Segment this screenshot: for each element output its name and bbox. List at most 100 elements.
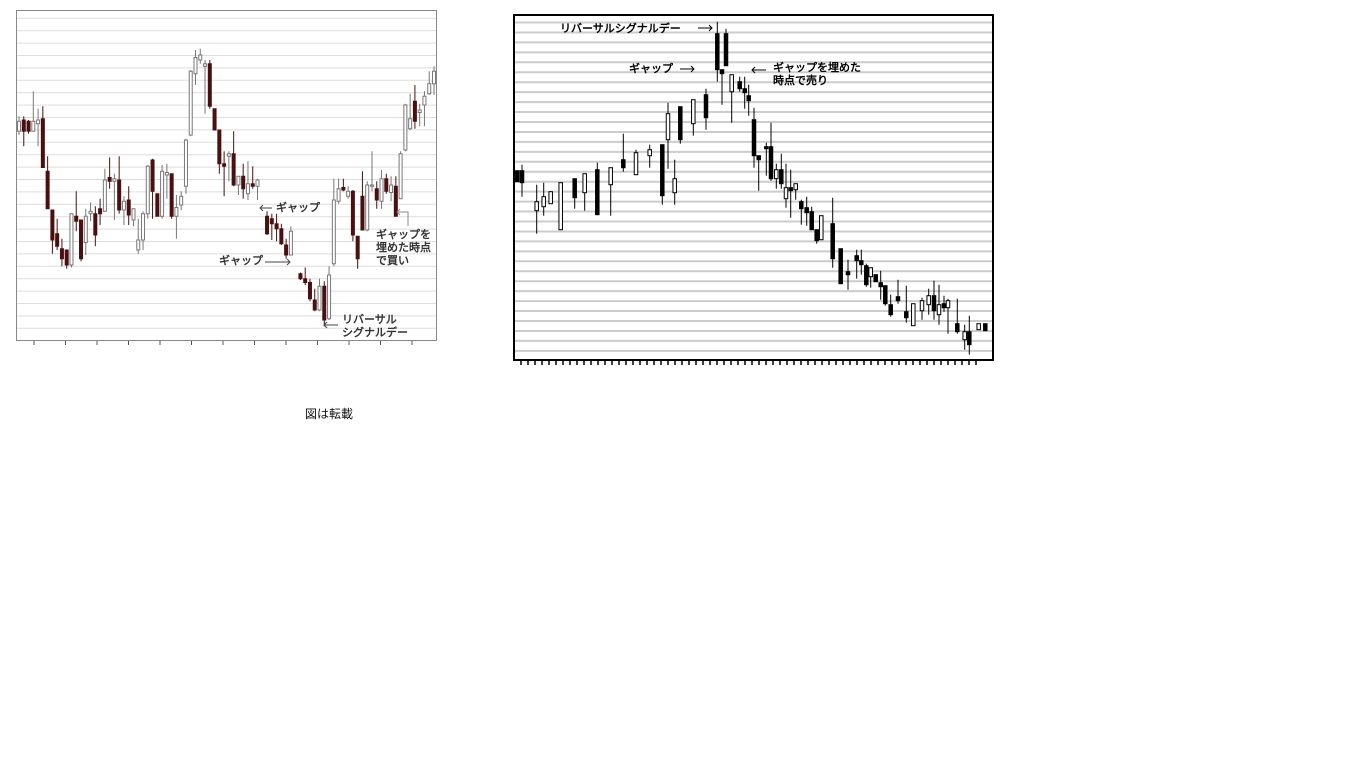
left-candle-54 (274, 213, 279, 242)
candle-body-down (873, 274, 878, 283)
candle-body-down (864, 265, 869, 286)
candle-body-down (678, 106, 683, 141)
sell-arrow-left-icon (751, 66, 766, 74)
candle-body-down (169, 173, 174, 217)
left-candle-73 (369, 151, 374, 192)
left-candle-46 (231, 131, 236, 187)
candle-body-down (967, 331, 972, 346)
left-candle-60 (307, 278, 312, 302)
left-candle-77 (389, 176, 394, 202)
candle-body-down (298, 273, 303, 280)
right-candle-14 (660, 144, 665, 205)
right-candle-50 (883, 285, 888, 306)
left-candle-22 (117, 156, 122, 214)
right-chart-x-ticks (520, 361, 977, 365)
candle-body-up (962, 331, 967, 341)
left-candle-25 (131, 208, 136, 227)
left-candle-3 (26, 120, 31, 134)
right-candle-57 (931, 280, 937, 320)
left-candle-4 (31, 91, 36, 132)
left-candle-69 (350, 190, 355, 242)
right-candle-32 (779, 153, 784, 189)
left-candle-72 (365, 181, 370, 232)
left-candle-42 (212, 108, 217, 131)
right-candle-6 (558, 182, 563, 231)
candle-body-down (55, 233, 60, 247)
candle-body-down (26, 120, 31, 132)
candle-body-up (188, 70, 193, 136)
candle-body-down (983, 323, 988, 332)
candle-body-down (79, 219, 84, 260)
right-candle-33 (783, 163, 789, 208)
candle-body-up (69, 213, 74, 266)
left-candlestick-chart (16, 10, 437, 345)
candle-body-down (895, 296, 901, 302)
candle-body-up (102, 179, 107, 212)
candle-body-up (774, 169, 779, 180)
left-candle-13 (74, 191, 79, 232)
right-sell-label: ギャップを埋めた 時点で売り (773, 61, 861, 87)
right-candle-1 (515, 170, 520, 183)
candle-body-down (126, 199, 131, 216)
candle-body-up (389, 184, 394, 193)
candle-body-up (226, 153, 231, 157)
left-chart-x-ticks (33, 341, 413, 345)
candle-body-up (647, 149, 652, 157)
candle-body-up (926, 295, 931, 306)
right-candle-5 (548, 191, 553, 205)
right-candle-23 (729, 74, 734, 123)
candle-body-down (265, 215, 270, 235)
right-candle-22 (723, 28, 729, 67)
left-candle-63 (322, 281, 327, 327)
left-candle-27 (141, 211, 146, 250)
candle-body-down (98, 208, 103, 215)
left-candle-20 (107, 157, 112, 189)
right-candle-37 (804, 196, 809, 226)
right-candle-41 (830, 197, 835, 268)
right-candle-25 (742, 76, 747, 109)
candle-body-up (245, 183, 250, 195)
right-candle-31 (774, 163, 779, 189)
left-candle-81 (408, 93, 413, 130)
left-candle-71 (360, 171, 365, 231)
candle-body-up (179, 195, 184, 206)
left-candle-76 (384, 173, 389, 194)
left-candle-31 (160, 165, 165, 219)
left-candle-12 (69, 213, 74, 268)
right-candle-60 (945, 298, 951, 334)
left-candle-24 (126, 186, 131, 225)
candle-body-down (207, 63, 212, 107)
right-chart-arrows (680, 24, 766, 74)
right-candle-12 (633, 149, 639, 176)
left-candle-55 (279, 223, 284, 245)
candle-body-up (136, 239, 141, 251)
left-candle-6 (40, 106, 45, 168)
candle-body-down (595, 169, 600, 216)
left-candle-49 (245, 161, 250, 200)
candle-body-up (548, 191, 553, 205)
candle-body-down (250, 183, 255, 187)
left-candle-50 (250, 166, 255, 189)
right-candle-52 (895, 279, 901, 304)
candle-body-down (756, 155, 761, 161)
candle-body-down (737, 81, 742, 90)
right-candle-9 (595, 162, 600, 216)
candle-body-down (621, 159, 626, 169)
candle-body-up (365, 184, 370, 231)
candle-body-down (50, 209, 55, 241)
candle-body-down (21, 119, 26, 132)
right-candle-35 (793, 183, 798, 200)
right-candle-63 (967, 315, 972, 355)
candle-body-up (783, 187, 789, 200)
candle-body-down (59, 248, 64, 260)
right-candle-65 (983, 323, 988, 332)
candle-body-down (155, 193, 160, 217)
left-candle-16 (88, 202, 93, 222)
left-buy-label: ギャップを 埋めた時点 で買い (376, 228, 431, 267)
buy-line-2: 埋めた時点 (376, 241, 431, 254)
left-candle-1 (17, 116, 21, 135)
candle-body-down (40, 118, 45, 168)
left-candle-82 (412, 85, 417, 129)
candle-body-up (541, 196, 546, 208)
right-candle-20 (715, 21, 720, 82)
